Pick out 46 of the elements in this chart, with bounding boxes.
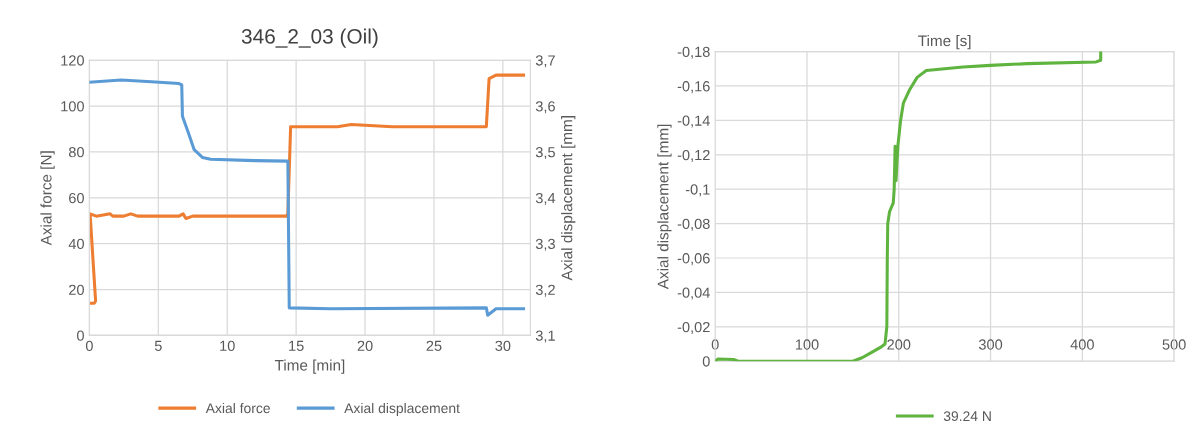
x-tick-label: 200 (887, 339, 911, 350)
y-tick-label: -0,08 (677, 218, 710, 231)
x-tick-label: 400 (1070, 339, 1094, 350)
x-axis-title: Time [min] (274, 359, 345, 374)
y-tick-label: 40 (68, 238, 84, 250)
y2-tick-label: 3,2 (535, 284, 555, 297)
y2-tick-label: 3,4 (535, 192, 556, 205)
y-tick-label: 20 (69, 284, 84, 295)
y-tick-label: 120 (61, 55, 84, 66)
legend-label: 39.24 N (943, 411, 991, 422)
x-tick-label: 30 (495, 340, 511, 351)
y-tick-label: -0,18 (677, 46, 710, 59)
y-tick-label: -0,1 (685, 184, 710, 197)
y-tick-label: -0,02 (677, 321, 710, 334)
y2-tick-label: 3,3 (535, 238, 555, 251)
x-axis-title: Time [s] (918, 34, 971, 50)
y2-tick-label: 3,1 (535, 330, 555, 343)
x-tick-label: 500 (1162, 339, 1186, 350)
x-tick-label: 0 (85, 340, 93, 351)
x-tick-label: 10 (220, 340, 235, 351)
y-tick-label: 60 (69, 192, 84, 204)
y-tick-label: -0,16 (677, 81, 710, 94)
y2-tick-label: 3,5 (535, 147, 555, 160)
y-tick-label: -0,12 (677, 149, 710, 162)
x-tick-label: 100 (795, 339, 819, 350)
y-tick-label: 80 (68, 147, 84, 158)
y2-tick-label: 3,6 (535, 101, 555, 114)
x-tick-label: 5 (154, 340, 162, 351)
y-tick-label: -0,04 (677, 287, 710, 300)
x-tick-label: 25 (426, 340, 442, 351)
y-tick-label: 0 (702, 356, 710, 367)
y-tick-label: 0 (77, 330, 84, 341)
y-tick-label: -0,14 (677, 115, 710, 128)
y-tick-label: -0,06 (677, 253, 710, 266)
x-tick-label: 300 (978, 339, 1003, 350)
x-tick-label: 20 (357, 340, 373, 351)
y-axis-title: Axial displacement [mm] (657, 124, 672, 290)
chart-title: 346_2_03 (Oil) (241, 28, 378, 48)
y-tick-label: 100 (61, 101, 84, 112)
legend-label: Axial displacement (344, 402, 460, 416)
legend-label: Axial force (205, 402, 270, 414)
y-axis-title: Axial force [N] (40, 151, 55, 246)
x-tick-label: 0 (711, 339, 719, 350)
y2-tick-label: 3,7 (535, 55, 555, 68)
y2-axis-title: Axial displacement [mm] (561, 116, 576, 281)
x-tick-label: 15 (289, 340, 304, 351)
